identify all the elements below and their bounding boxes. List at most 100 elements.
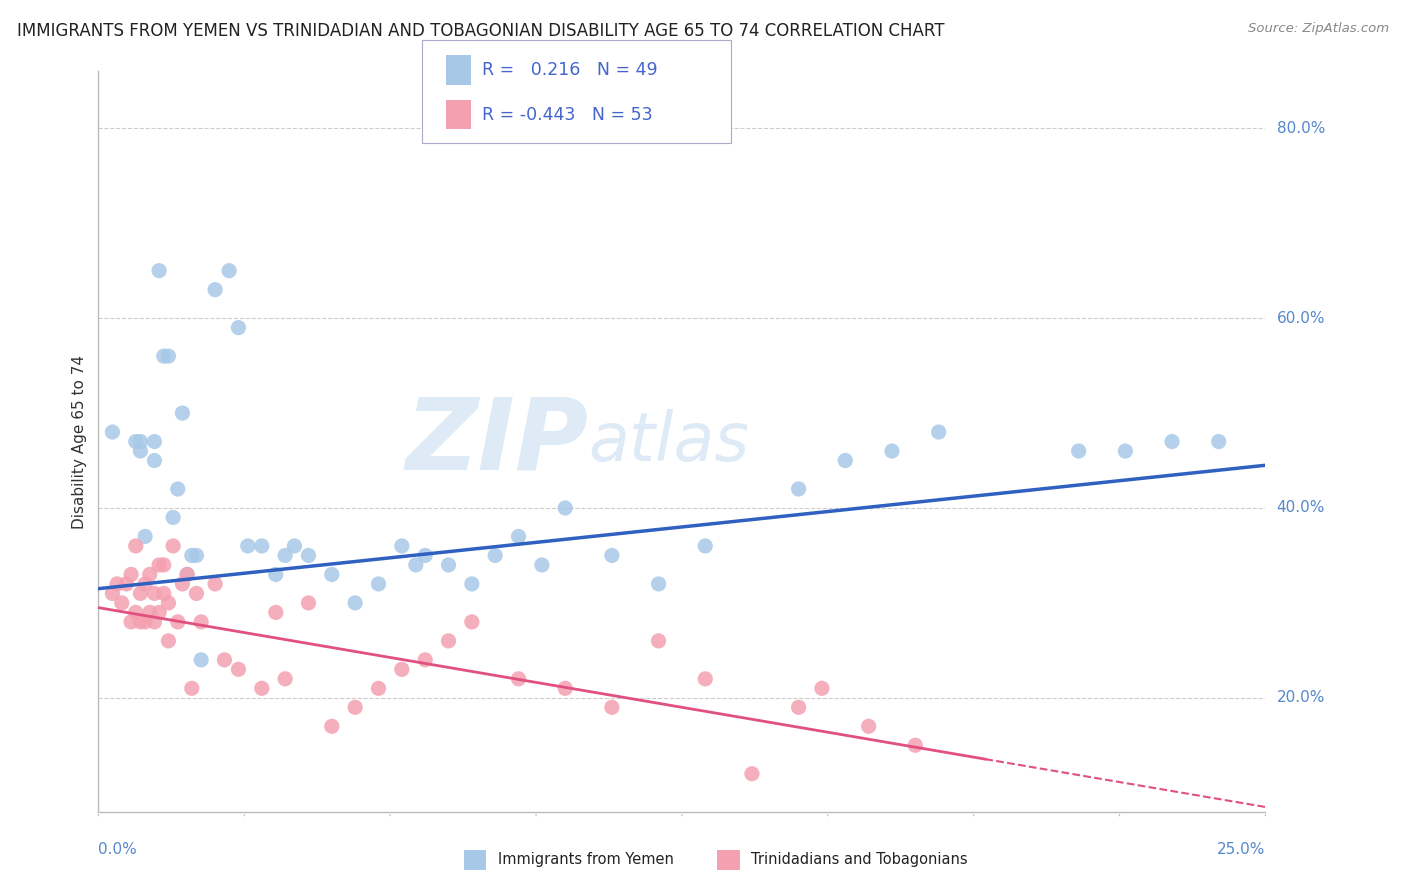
Point	[186, 549, 208, 563]
Point	[129, 444, 152, 458]
Point	[787, 482, 810, 496]
Point	[134, 615, 156, 629]
Point	[880, 444, 903, 458]
Point	[143, 453, 166, 467]
Text: atlas: atlas	[589, 409, 749, 475]
Point	[834, 453, 856, 467]
Text: 40.0%: 40.0%	[1277, 500, 1324, 516]
Text: R = -0.443   N = 53: R = -0.443 N = 53	[482, 105, 652, 124]
Point	[695, 539, 717, 553]
Point	[264, 567, 287, 582]
Point	[405, 558, 427, 572]
Point	[115, 577, 138, 591]
Point	[129, 586, 152, 600]
Text: Source: ZipAtlas.com: Source: ZipAtlas.com	[1249, 22, 1389, 36]
Text: Immigrants from Yemen: Immigrants from Yemen	[498, 853, 673, 867]
Point	[264, 606, 287, 620]
Point	[1208, 434, 1230, 449]
Point	[1161, 434, 1184, 449]
Point	[274, 549, 297, 563]
Point	[157, 596, 180, 610]
Point	[162, 539, 184, 553]
Point	[176, 567, 198, 582]
Point	[297, 596, 319, 610]
Point	[143, 434, 166, 449]
Point	[554, 500, 576, 515]
Point	[904, 739, 927, 753]
Point	[413, 549, 436, 563]
Point	[1067, 444, 1090, 458]
Point	[190, 653, 212, 667]
Point	[204, 577, 226, 591]
Point	[214, 653, 236, 667]
Text: 20.0%: 20.0%	[1277, 690, 1324, 706]
Point	[413, 653, 436, 667]
Point	[858, 719, 880, 733]
Text: 80.0%: 80.0%	[1277, 120, 1324, 136]
Point	[190, 615, 212, 629]
Point	[367, 681, 389, 696]
Point	[1114, 444, 1136, 458]
Point	[148, 606, 170, 620]
Point	[741, 766, 763, 780]
Point	[484, 549, 506, 563]
Text: R =   0.216   N = 49: R = 0.216 N = 49	[482, 61, 658, 79]
Point	[236, 539, 259, 553]
Point	[204, 283, 226, 297]
Point	[250, 539, 273, 553]
Point	[344, 700, 367, 714]
Point	[101, 586, 124, 600]
Point	[105, 577, 128, 591]
Point	[437, 633, 460, 648]
Point	[125, 434, 148, 449]
Point	[391, 662, 413, 676]
Point	[787, 700, 810, 714]
Text: 60.0%: 60.0%	[1277, 310, 1324, 326]
Y-axis label: Disability Age 65 to 74: Disability Age 65 to 74	[72, 354, 87, 529]
Point	[180, 549, 202, 563]
Point	[508, 529, 530, 543]
Point	[166, 482, 188, 496]
Point	[344, 596, 367, 610]
Point	[120, 615, 142, 629]
Point	[143, 586, 166, 600]
Point	[129, 615, 152, 629]
Point	[143, 615, 166, 629]
Point	[166, 615, 188, 629]
Point	[461, 615, 484, 629]
Point	[134, 577, 156, 591]
Point	[176, 567, 198, 582]
Point	[101, 425, 124, 439]
Text: 25.0%: 25.0%	[1218, 842, 1265, 857]
Point	[120, 567, 142, 582]
Point	[157, 633, 180, 648]
Point	[321, 567, 343, 582]
Point	[297, 549, 319, 563]
Point	[152, 586, 174, 600]
Text: IMMIGRANTS FROM YEMEN VS TRINIDADIAN AND TOBAGONIAN DISABILITY AGE 65 TO 74 CORR: IMMIGRANTS FROM YEMEN VS TRINIDADIAN AND…	[17, 22, 945, 40]
Point	[180, 681, 202, 696]
Point	[554, 681, 576, 696]
Point	[134, 529, 156, 543]
Point	[125, 539, 148, 553]
Point	[508, 672, 530, 686]
Point	[139, 567, 162, 582]
Point	[172, 406, 194, 420]
Text: ZIP: ZIP	[405, 393, 589, 490]
Point	[647, 577, 669, 591]
Text: 0.0%: 0.0%	[98, 842, 138, 857]
Point	[157, 349, 180, 363]
Point	[530, 558, 553, 572]
Point	[129, 434, 152, 449]
Point	[461, 577, 484, 591]
Point	[125, 606, 148, 620]
Text: Trinidadians and Tobagonians: Trinidadians and Tobagonians	[751, 853, 967, 867]
Point	[152, 349, 174, 363]
Point	[228, 320, 250, 334]
Point	[437, 558, 460, 572]
Point	[283, 539, 305, 553]
Point	[928, 425, 950, 439]
Point	[162, 510, 184, 524]
Point	[647, 633, 669, 648]
Point	[139, 606, 162, 620]
